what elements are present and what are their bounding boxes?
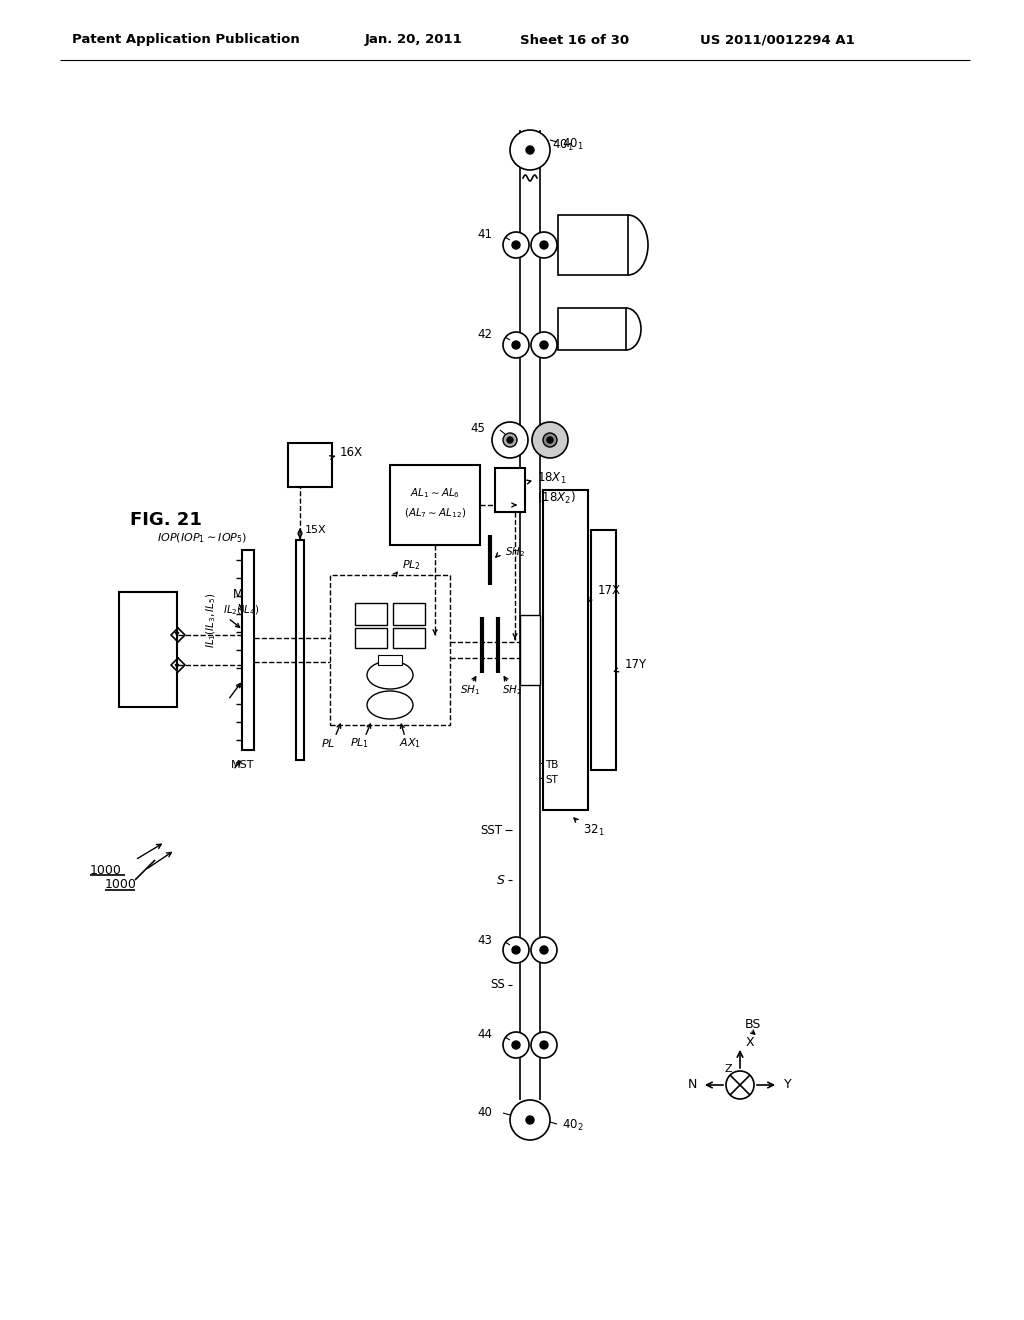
Bar bbox=[355, 603, 387, 624]
Circle shape bbox=[543, 433, 557, 447]
Text: FIG. 21: FIG. 21 bbox=[130, 511, 202, 529]
Text: X: X bbox=[745, 1036, 755, 1049]
Text: 16X: 16X bbox=[340, 446, 362, 459]
Text: $40_2$: $40_2$ bbox=[562, 1118, 584, 1133]
Text: 44: 44 bbox=[477, 1028, 492, 1041]
Text: Y: Y bbox=[784, 1078, 792, 1092]
Text: 17Y: 17Y bbox=[625, 659, 647, 672]
Text: $32_1$: $32_1$ bbox=[583, 822, 604, 838]
Bar bbox=[520, 615, 540, 685]
Text: $(AL_7{\sim}AL_{12})$: $(AL_7{\sim}AL_{12})$ bbox=[403, 506, 466, 520]
Circle shape bbox=[503, 333, 529, 358]
Text: 40: 40 bbox=[477, 1106, 492, 1118]
Bar bbox=[543, 490, 588, 810]
Bar bbox=[119, 591, 177, 708]
Circle shape bbox=[512, 242, 520, 249]
Text: $(18X_2)$: $(18X_2)$ bbox=[537, 490, 575, 506]
Text: $40_1$: $40_1$ bbox=[552, 137, 573, 153]
Text: SS: SS bbox=[490, 978, 505, 991]
Circle shape bbox=[540, 242, 548, 249]
Text: 1000: 1000 bbox=[105, 879, 137, 891]
Text: S: S bbox=[497, 874, 505, 887]
Text: 15X: 15X bbox=[305, 525, 327, 535]
Text: 41: 41 bbox=[477, 228, 492, 242]
Text: $SH_2$: $SH_2$ bbox=[505, 545, 525, 558]
Circle shape bbox=[512, 341, 520, 348]
Text: $IL_2(IL_4)$: $IL_2(IL_4)$ bbox=[223, 603, 260, 616]
Circle shape bbox=[503, 1032, 529, 1059]
Text: $AL_1{\sim}AL_6$: $AL_1{\sim}AL_6$ bbox=[410, 486, 460, 500]
Text: $IOP(IOP_1{\sim}IOP_5)$: $IOP(IOP_1{\sim}IOP_5)$ bbox=[157, 531, 247, 545]
Text: ST: ST bbox=[545, 775, 558, 785]
Bar bbox=[288, 444, 332, 487]
Text: $PL_1$: $PL_1$ bbox=[350, 737, 370, 750]
Text: 42: 42 bbox=[477, 329, 492, 342]
Text: Z: Z bbox=[724, 1064, 732, 1074]
Circle shape bbox=[507, 437, 513, 444]
Text: $IL_1(IL_3, IL_5)$: $IL_1(IL_3, IL_5)$ bbox=[205, 593, 218, 648]
Text: $40_1$: $40_1$ bbox=[562, 136, 584, 152]
Circle shape bbox=[531, 333, 557, 358]
Text: $18X_1$: $18X_1$ bbox=[537, 470, 566, 486]
Text: Patent Application Publication: Patent Application Publication bbox=[72, 33, 300, 46]
Text: $SH_1$: $SH_1$ bbox=[460, 684, 480, 697]
Circle shape bbox=[531, 232, 557, 257]
Bar bbox=[393, 628, 425, 648]
Circle shape bbox=[503, 937, 529, 964]
Circle shape bbox=[512, 1041, 520, 1049]
Text: 43: 43 bbox=[477, 933, 492, 946]
Bar bbox=[558, 308, 626, 350]
Text: $SH_2$: $SH_2$ bbox=[502, 684, 522, 697]
Circle shape bbox=[503, 433, 517, 447]
Circle shape bbox=[540, 341, 548, 348]
Text: Sheet 16 of 30: Sheet 16 of 30 bbox=[520, 33, 629, 46]
Bar bbox=[242, 550, 254, 750]
Text: $PL_2$: $PL_2$ bbox=[402, 558, 421, 572]
Bar bbox=[330, 576, 450, 725]
Text: N: N bbox=[687, 1078, 696, 1092]
Circle shape bbox=[726, 1071, 754, 1100]
Bar bbox=[558, 215, 628, 275]
Text: MST: MST bbox=[231, 760, 255, 770]
Circle shape bbox=[503, 232, 529, 257]
Text: 45: 45 bbox=[470, 421, 485, 434]
Text: $AX_1$: $AX_1$ bbox=[399, 737, 421, 750]
Bar bbox=[495, 469, 525, 512]
Circle shape bbox=[526, 1115, 534, 1125]
Circle shape bbox=[526, 147, 534, 154]
Bar bbox=[393, 603, 425, 624]
Circle shape bbox=[532, 422, 568, 458]
Circle shape bbox=[531, 1032, 557, 1059]
Circle shape bbox=[510, 1100, 550, 1140]
Bar bbox=[296, 540, 304, 760]
Text: 1000: 1000 bbox=[90, 863, 122, 876]
Text: SST: SST bbox=[480, 824, 502, 837]
Circle shape bbox=[510, 129, 550, 170]
Circle shape bbox=[540, 1041, 548, 1049]
Text: US 2011/0012294 A1: US 2011/0012294 A1 bbox=[700, 33, 855, 46]
Bar bbox=[591, 531, 616, 770]
Circle shape bbox=[512, 946, 520, 954]
Text: 17X: 17X bbox=[598, 583, 621, 597]
Circle shape bbox=[531, 937, 557, 964]
Text: BS: BS bbox=[745, 1019, 762, 1031]
Bar bbox=[355, 628, 387, 648]
Text: $PL$: $PL$ bbox=[321, 737, 335, 748]
Circle shape bbox=[540, 946, 548, 954]
Text: TB: TB bbox=[545, 760, 558, 770]
Text: M: M bbox=[233, 589, 243, 602]
Text: Jan. 20, 2011: Jan. 20, 2011 bbox=[365, 33, 463, 46]
Bar bbox=[390, 465, 480, 545]
Bar bbox=[378, 655, 402, 665]
Circle shape bbox=[547, 437, 553, 444]
Circle shape bbox=[492, 422, 528, 458]
